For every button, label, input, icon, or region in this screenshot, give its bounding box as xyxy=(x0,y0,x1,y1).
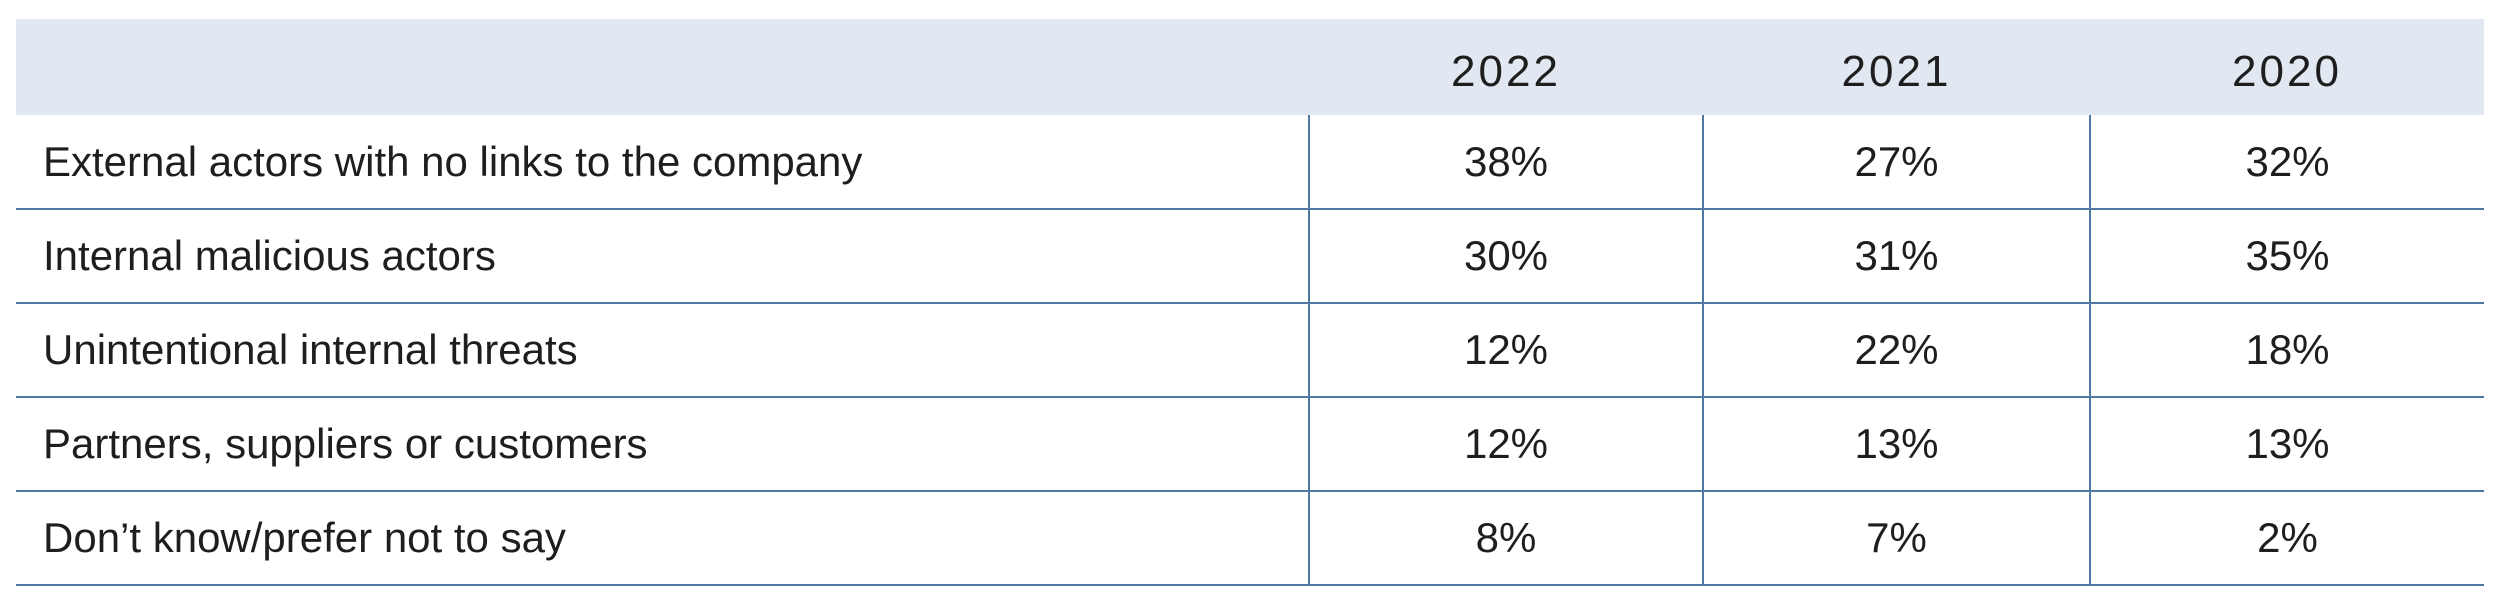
row-label: Don’t know/prefer not to say xyxy=(43,514,566,561)
column-header: 2022 xyxy=(1451,46,1561,96)
cell-value: 12% xyxy=(1308,397,1703,491)
data-table: 2022 2021 2020 External actors with no lin… xyxy=(16,19,2484,586)
column-header: 2021 xyxy=(1841,46,1952,96)
table-row: Unintentional internal threats 12% 22% 18% xyxy=(16,303,2484,397)
cell-value: 7% xyxy=(1702,491,2090,585)
cell-value: 38% xyxy=(1308,115,1703,209)
cell-value: 12% xyxy=(1308,303,1703,397)
table-row: Internal malicious actors 30% 31% 35% xyxy=(16,209,2484,303)
cell-value: 18% xyxy=(2089,303,2484,397)
cell-value: 30% xyxy=(1308,209,1703,303)
table-body: External actors with no links to the com… xyxy=(16,115,2484,585)
table-row: External actors with no links to the com… xyxy=(16,115,2484,209)
cell-value: 13% xyxy=(1702,397,2090,491)
cell-value: 27% xyxy=(1702,115,2090,209)
table-header: 2022 2021 2020 xyxy=(16,19,2484,115)
cell-value: 35% xyxy=(2089,209,2484,303)
row-label: Unintentional internal threats xyxy=(43,326,578,373)
column-header: 2020 xyxy=(2232,46,2342,96)
table-row: Don’t know/prefer not to say 8% 7% 2% xyxy=(16,491,2484,585)
cell-value: 31% xyxy=(1702,209,2090,303)
header-row: 2022 2021 2020 xyxy=(16,19,2484,115)
row-label: External actors with no links to the com… xyxy=(43,137,863,185)
row-label: Internal malicious actors xyxy=(43,232,496,279)
cell-value: 32% xyxy=(2089,115,2484,209)
cell-value: 13% xyxy=(2089,397,2484,491)
header-blank xyxy=(16,19,1309,115)
cell-value: 22% xyxy=(1702,303,2090,397)
row-label: Partners, suppliers or customers xyxy=(43,420,648,467)
table-row: Partners, suppliers or customers 12% 13% 13… xyxy=(16,397,2484,491)
cell-value: 8% xyxy=(1308,491,1703,585)
cell-value: 2% xyxy=(2089,491,2484,585)
